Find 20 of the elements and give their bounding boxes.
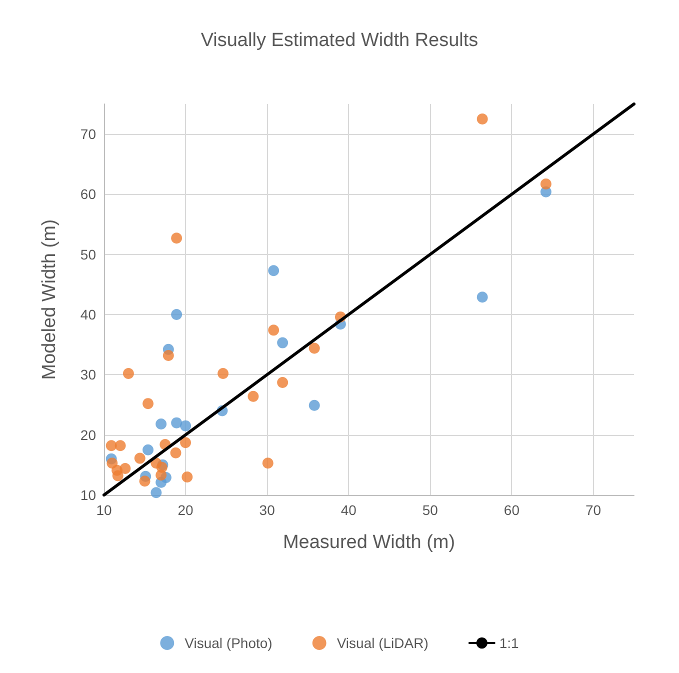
x-tick-label: 50 [422, 502, 438, 518]
y-tick-label: 40 [80, 306, 96, 323]
y-tick-label: 60 [80, 186, 96, 202]
y-tick-label: 50 [80, 246, 96, 262]
legend-label: Visual (LiDAR) [336, 635, 428, 651]
y-tick-label: 20 [80, 426, 96, 443]
legend-label: 1:1 [499, 635, 520, 651]
x-tick-label: 70 [585, 502, 602, 518]
x-axis-title: Measured Width (m) [282, 532, 456, 553]
y-axis-title: Modeled Width (m) [39, 219, 60, 380]
y-tick-label: 30 [80, 366, 96, 383]
y-tick-label: 70 [80, 126, 96, 142]
legend-label: Visual (Photo) [184, 635, 272, 651]
chart-title: Visually Estimated Width Results [200, 30, 478, 51]
y-tick-label: 10 [80, 487, 96, 503]
x-tick-label: 10 [96, 502, 112, 518]
x-tick-label: 60 [504, 502, 520, 518]
x-tick-label: 20 [178, 502, 194, 518]
x-tick-label: 40 [340, 502, 357, 518]
x-tick-label: 30 [259, 502, 276, 518]
